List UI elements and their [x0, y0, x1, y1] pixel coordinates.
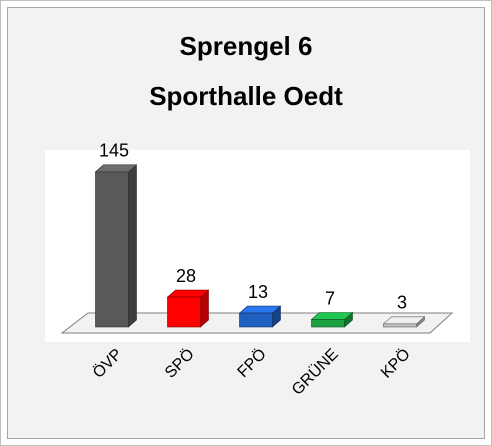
- value-label: 145: [99, 141, 129, 161]
- bar-front: [311, 319, 345, 328]
- bar: [166, 289, 210, 328]
- chart-subtitle: Sporthalle Oedt: [149, 81, 343, 111]
- chart-title: Sprengel 6: [180, 31, 313, 61]
- bar: [310, 311, 354, 328]
- value-label: 3: [397, 293, 407, 313]
- bar-front: [383, 323, 417, 328]
- value-label: 7: [325, 288, 335, 308]
- bar: [382, 316, 426, 328]
- bar: [94, 164, 138, 328]
- bar: [238, 305, 282, 328]
- bar-front: [239, 312, 273, 328]
- value-label: 13: [248, 282, 268, 302]
- value-label: 28: [176, 266, 196, 286]
- bar-side: [128, 164, 137, 328]
- bar-front: [167, 296, 201, 328]
- bar-front: [95, 171, 129, 328]
